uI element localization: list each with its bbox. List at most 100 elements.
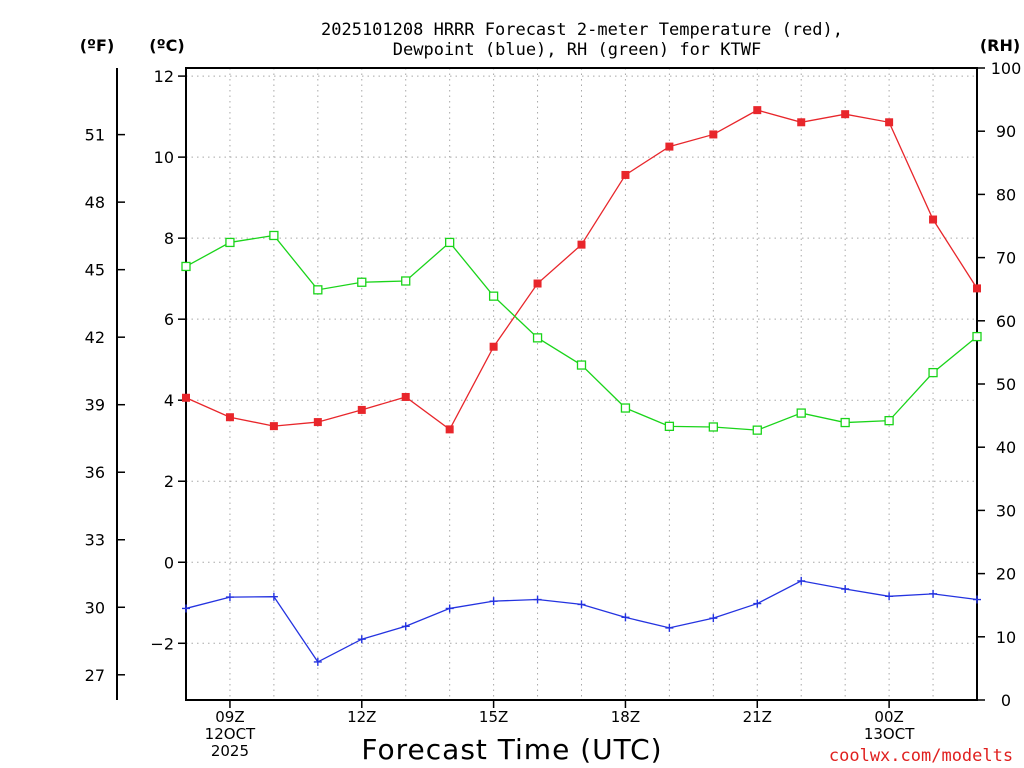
series-temperature (182, 106, 981, 434)
rh-tick-label: 100 (991, 59, 1022, 78)
dewpoint-point (709, 614, 718, 623)
rh-point (796, 408, 806, 418)
dewpoint-point (841, 584, 850, 593)
celsius-tick-label: 4 (164, 391, 174, 410)
temperature-point (182, 393, 190, 402)
rh-tick-label: 50 (996, 375, 1016, 394)
rh-point (269, 230, 279, 241)
dewpoint-point (885, 592, 894, 601)
rh-point (972, 331, 982, 342)
celsius-tick-label: 6 (164, 310, 174, 329)
temperature-point (709, 130, 718, 139)
celsius-tick-label: 10 (154, 148, 174, 167)
dewpoint-point (665, 623, 674, 632)
rh-point (840, 417, 850, 428)
rh-tick-label: 60 (996, 312, 1016, 331)
x-tick-label: 12OCT (205, 725, 256, 743)
dewpoint-point (973, 595, 981, 604)
x-tick-label: 13OCT (864, 725, 915, 743)
x-tick-label: 12Z (347, 708, 376, 726)
dewpoint-point (445, 604, 454, 613)
dewpoint-point (929, 589, 938, 598)
dewpoint-point (621, 613, 630, 622)
rh-point (401, 276, 411, 286)
x-tick-label: 2025 (211, 742, 249, 760)
temperature-point (533, 279, 542, 288)
rh-point (357, 277, 367, 287)
temperature-point (885, 118, 894, 127)
rh-tick-label: 20 (996, 565, 1016, 584)
rh-tick-label: 90 (996, 122, 1016, 141)
rh-point (532, 333, 543, 343)
rh-tick-label: 30 (996, 501, 1016, 520)
fahrenheit-unit-label: (ºF) (80, 36, 115, 55)
x-tick-label: 00Z (874, 708, 903, 726)
temperature-point (753, 106, 762, 115)
temperature-point (445, 425, 454, 434)
x-axis-label: Forecast Time (UTC) (361, 733, 662, 766)
temperature-line (185, 109, 978, 431)
temperature-point (665, 142, 674, 151)
temperature-point (973, 284, 981, 293)
temperature-point (313, 418, 322, 427)
dewpoint-point (182, 604, 190, 613)
fahrenheit-tick-label: 48 (85, 193, 105, 212)
temperature-point (269, 422, 278, 431)
celsius-tick-label: 2 (164, 472, 174, 491)
rh-point (752, 425, 762, 435)
series-dewpoint (182, 576, 981, 666)
chart-title-line1: 2025101208 HRRR Forecast 2-meter Tempera… (321, 20, 843, 40)
rh-point (445, 237, 455, 248)
celsius-tick-label: 8 (164, 229, 174, 248)
chart-title-line2: Dewpoint (blue), RH (green) for KTWF (393, 40, 761, 60)
fahrenheit-tick-label: 30 (85, 598, 105, 617)
rh-point (488, 291, 499, 301)
credit-text: coolwx.com/modelts (829, 746, 1013, 766)
rh-point (708, 422, 718, 432)
dewpoint-point (797, 576, 806, 585)
temperature-point (841, 110, 850, 119)
rh-tick-label: 70 (996, 249, 1016, 268)
temperature-point (489, 342, 498, 351)
rh-tick-label: 40 (996, 438, 1016, 457)
rh-point (225, 237, 235, 248)
rh-tick-label: 10 (996, 628, 1016, 647)
dewpoint-point (753, 599, 762, 608)
celsius-tick-label: 0 (164, 553, 174, 572)
temperature-point (929, 215, 938, 224)
axes: 121086420−251484542393633302710090807060… (85, 59, 1022, 760)
celsius-tick-label: −2 (150, 634, 174, 653)
series-layer (181, 106, 982, 666)
fahrenheit-tick-label: 27 (85, 666, 105, 685)
rh-tick-label: 80 (996, 185, 1016, 204)
celsius-tick-label: 12 (154, 67, 174, 86)
rh-unit-label: (RH) (980, 36, 1020, 55)
dewpoint-point (577, 600, 586, 609)
rh-point (884, 416, 894, 426)
x-tick-label: 09Z (215, 708, 244, 726)
temperature-point (357, 405, 366, 414)
dewpoint-line (185, 580, 978, 663)
temperature-point (797, 118, 806, 127)
rh-tick-label: 0 (1001, 691, 1011, 710)
rh-point (576, 360, 587, 370)
x-tick-label: 15Z (479, 708, 508, 726)
dewpoint-point (225, 593, 234, 602)
celsius-unit-label: (ºC) (149, 36, 184, 55)
dewpoint-point (401, 622, 410, 631)
fahrenheit-tick-label: 39 (85, 396, 105, 415)
rh-point (620, 403, 631, 413)
fahrenheit-tick-label: 45 (85, 261, 105, 280)
x-tick-label: 18Z (611, 708, 640, 726)
fahrenheit-tick-label: 33 (85, 531, 105, 550)
temperature-point (621, 170, 630, 179)
temperature-point (225, 413, 234, 422)
dewpoint-point (533, 595, 542, 604)
rh-point (928, 367, 938, 378)
fahrenheit-tick-label: 42 (85, 328, 105, 347)
temperature-point (577, 240, 586, 249)
dewpoint-point (489, 597, 498, 606)
rh-point (181, 261, 191, 272)
x-tick-label: 21Z (743, 708, 772, 726)
